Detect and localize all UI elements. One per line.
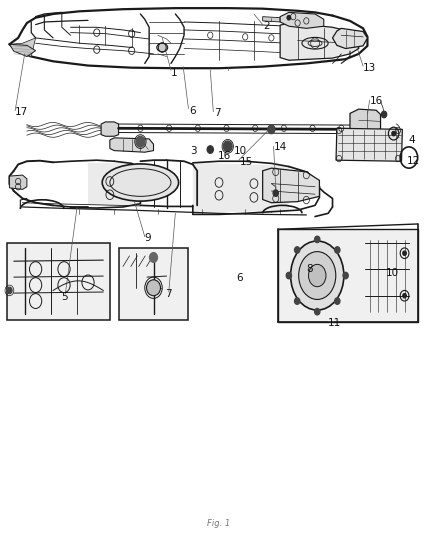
Text: 7: 7 — [214, 108, 221, 118]
Circle shape — [314, 309, 320, 315]
Polygon shape — [350, 109, 381, 134]
Circle shape — [335, 247, 340, 253]
Circle shape — [403, 294, 406, 298]
Circle shape — [381, 111, 387, 118]
Polygon shape — [263, 168, 319, 203]
Circle shape — [286, 272, 291, 279]
Polygon shape — [280, 23, 359, 60]
Text: Fig. 1: Fig. 1 — [207, 519, 231, 528]
Circle shape — [343, 272, 348, 279]
Polygon shape — [7, 243, 110, 320]
Ellipse shape — [147, 280, 160, 296]
Text: 8: 8 — [306, 264, 313, 273]
Polygon shape — [10, 44, 35, 56]
Circle shape — [314, 236, 320, 243]
Circle shape — [273, 190, 279, 196]
Text: 13: 13 — [363, 63, 376, 73]
Circle shape — [150, 253, 157, 262]
Polygon shape — [10, 175, 27, 189]
Text: 4: 4 — [408, 135, 415, 145]
Text: 15: 15 — [240, 157, 253, 167]
Text: 7: 7 — [165, 289, 172, 299]
Ellipse shape — [102, 164, 179, 201]
Circle shape — [392, 132, 396, 136]
Text: 10: 10 — [386, 268, 399, 278]
Ellipse shape — [157, 43, 168, 52]
Text: 3: 3 — [191, 146, 197, 156]
Polygon shape — [101, 122, 119, 136]
Circle shape — [294, 298, 300, 304]
Circle shape — [223, 141, 232, 152]
Polygon shape — [193, 163, 289, 212]
Polygon shape — [88, 163, 141, 205]
Text: 17: 17 — [15, 107, 28, 117]
Circle shape — [294, 247, 300, 253]
Text: 11: 11 — [328, 318, 341, 328]
Polygon shape — [119, 248, 188, 320]
Text: 12: 12 — [407, 156, 420, 166]
Circle shape — [268, 125, 275, 134]
Circle shape — [335, 298, 340, 304]
Circle shape — [7, 287, 12, 294]
Polygon shape — [10, 38, 35, 56]
Circle shape — [403, 251, 406, 255]
Text: 5: 5 — [61, 292, 67, 302]
Polygon shape — [263, 17, 280, 22]
Text: 16: 16 — [218, 151, 231, 161]
Text: 14: 14 — [274, 142, 287, 152]
Ellipse shape — [290, 241, 344, 310]
Text: 2: 2 — [264, 21, 270, 31]
Circle shape — [136, 136, 145, 147]
Ellipse shape — [299, 252, 336, 300]
Polygon shape — [110, 138, 153, 152]
Text: 1: 1 — [171, 68, 177, 78]
Circle shape — [207, 146, 213, 154]
Text: 16: 16 — [370, 96, 383, 106]
Polygon shape — [280, 12, 324, 28]
Text: 9: 9 — [145, 233, 152, 244]
Text: 6: 6 — [189, 106, 196, 116]
Polygon shape — [332, 28, 367, 49]
Circle shape — [287, 15, 290, 20]
Polygon shape — [336, 128, 403, 161]
Polygon shape — [278, 229, 418, 322]
Text: 10: 10 — [233, 146, 247, 156]
Ellipse shape — [308, 264, 326, 287]
Text: 6: 6 — [237, 273, 243, 283]
